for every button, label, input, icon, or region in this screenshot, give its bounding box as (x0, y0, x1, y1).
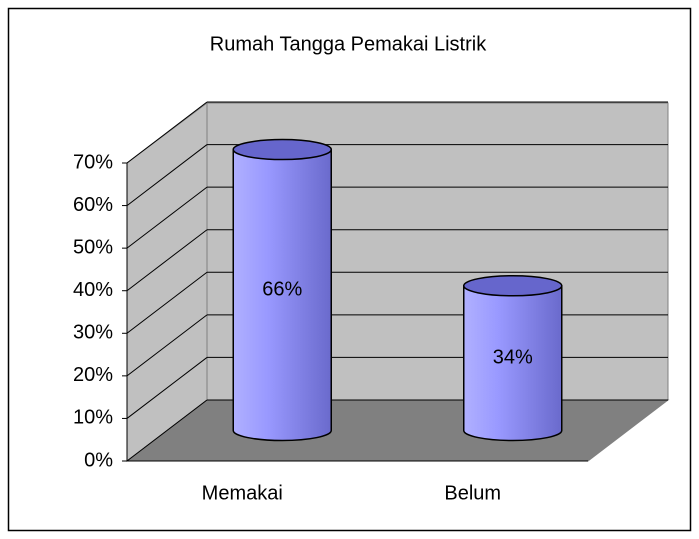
floor (125, 399, 670, 462)
grid-line (126, 314, 208, 377)
y-tick-label: 40% (73, 279, 113, 301)
x-tick-label: Memakai (202, 482, 283, 504)
grid-line (126, 357, 208, 419)
x-tick-label: Belum (444, 482, 501, 504)
y-tick-label: 30% (73, 322, 113, 344)
chart-title: Rumah Tangga Pemakai Listrik (210, 33, 487, 55)
data-label: 66% (262, 278, 302, 300)
grid-line (126, 399, 208, 462)
y-tick-label: 60% (73, 194, 113, 216)
grid-line (126, 101, 208, 164)
cylinder-top (463, 275, 563, 297)
grid-line (126, 271, 208, 334)
grid-line (126, 229, 208, 292)
y-tick-label: 20% (73, 364, 113, 386)
y-tick-label: 0% (84, 449, 113, 471)
y-tick-label: 70% (73, 151, 113, 173)
cylinder-body (463, 285, 563, 442)
cylinder-body (232, 148, 332, 442)
grid-line (126, 186, 208, 249)
y-tick-label: 50% (73, 236, 113, 258)
y-tick-label: 10% (73, 407, 113, 429)
grid-line (126, 144, 208, 206)
data-label: 34% (493, 346, 533, 368)
cylinder-top (232, 138, 332, 161)
